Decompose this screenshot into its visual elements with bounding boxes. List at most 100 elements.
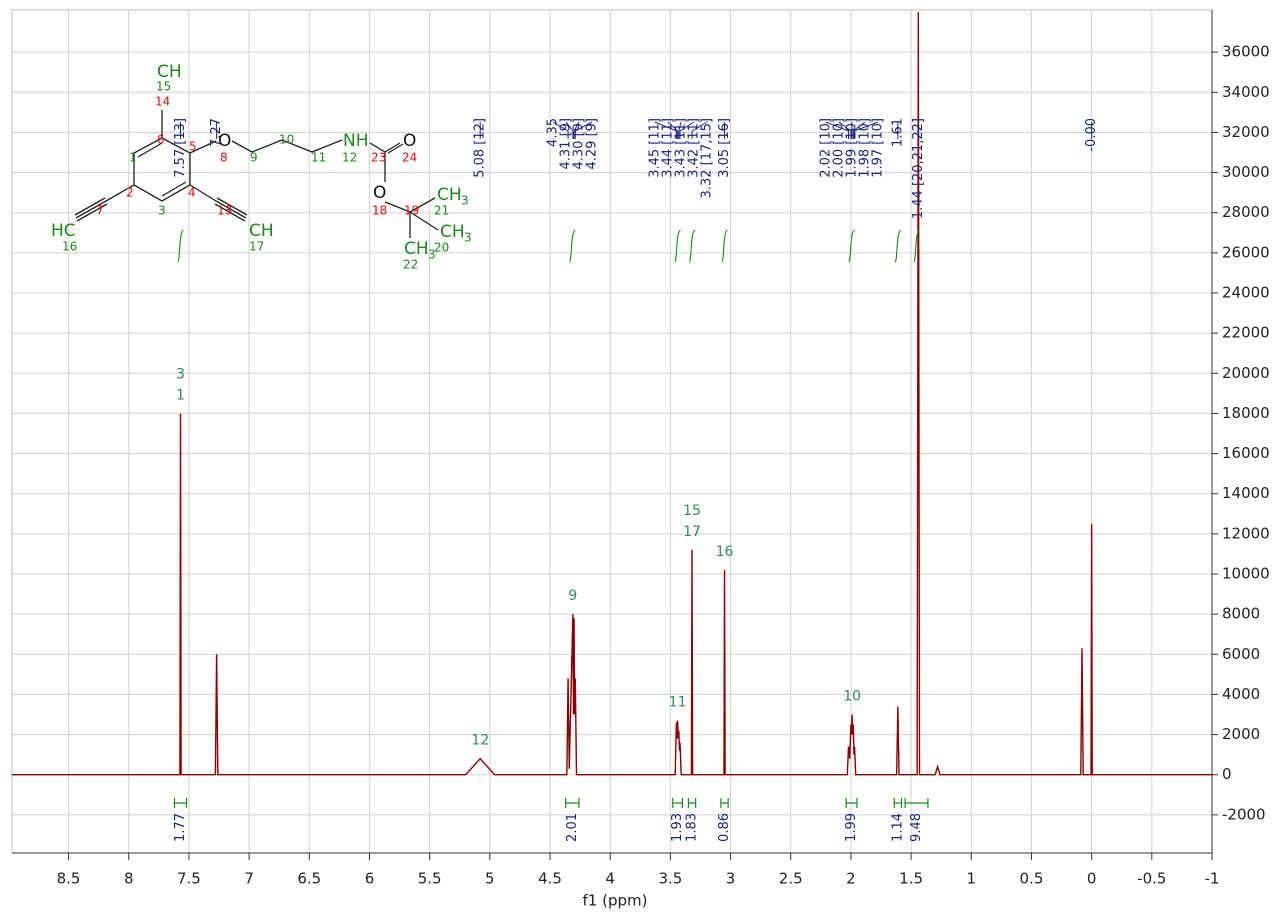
- peak-leader: [838, 121, 852, 139]
- integral-label: 1.14: [890, 813, 905, 842]
- atom-number: 7: [96, 204, 104, 218]
- y-tick-label: 6000: [1222, 645, 1260, 663]
- peak-label: 1.97 [10]: [870, 118, 885, 178]
- x-axis-label: f1 (ppm): [583, 892, 648, 910]
- integral-label: 1.99: [844, 813, 859, 842]
- x-tick-label: 4: [605, 870, 615, 888]
- peak-leader: [825, 121, 850, 139]
- peak-leader: [574, 121, 593, 139]
- peak-leader: [667, 121, 679, 139]
- peak-leader: [565, 121, 574, 139]
- peak-label: 4.35: [546, 118, 561, 147]
- x-tick-label: -1: [1205, 870, 1220, 888]
- atom-number: 22: [403, 258, 418, 272]
- y-tick-label: 16000: [1222, 444, 1270, 462]
- peak-label: 1.99 [10]: [844, 118, 859, 178]
- peak-leader: [654, 121, 677, 139]
- peak-label: 3.45 [11]: [647, 118, 662, 178]
- peak-label: 4.31 [9]: [559, 118, 574, 170]
- atom-label: O: [403, 131, 416, 151]
- peak-label: 1.98 [10]: [857, 118, 872, 178]
- peak-leader: [573, 121, 580, 139]
- peak-label: 3.44 [11]: [660, 118, 675, 178]
- x-tick-label: 6.5: [297, 870, 321, 888]
- peak-label: 2.00 [10]: [831, 118, 846, 178]
- y-tick-label: 20000: [1222, 364, 1270, 382]
- atom-number: 4: [188, 186, 196, 200]
- atom-number: 16: [62, 240, 77, 254]
- peak-label: 3.32 [17,15]: [699, 118, 714, 198]
- x-tick-label: 6: [365, 870, 375, 888]
- integral-curve: [688, 229, 696, 263]
- assignment-label: 11: [669, 695, 687, 711]
- peak-label: 4.29 [9]: [585, 118, 600, 170]
- x-tick-label: 1.5: [899, 870, 923, 888]
- peak-leader: [552, 121, 569, 139]
- atom-number: 12: [342, 151, 357, 165]
- y-tick-label: 10000: [1222, 565, 1270, 583]
- peak-label: 1.44 [20,21,22]: [911, 118, 926, 219]
- atom-subscript: 3: [461, 194, 469, 208]
- atom-number: 6: [157, 133, 165, 147]
- assignment-label: 16: [716, 544, 734, 560]
- integral-label: 9.48: [909, 813, 924, 842]
- plot-area: [12, 12, 1212, 776]
- peak-leader: [854, 121, 879, 139]
- y-tick-label: 18000: [1222, 404, 1270, 422]
- atom-number: 19: [404, 204, 419, 218]
- x-tick-label: 2.5: [779, 870, 803, 888]
- atom-label: CH: [440, 222, 465, 242]
- x-tick-label: -0.5: [1137, 870, 1166, 888]
- atom-number: 23: [371, 151, 386, 165]
- peak-label: 3.42 [11]: [686, 118, 701, 178]
- peak-label: 3.43 [11]: [673, 118, 688, 178]
- integral-bracket: [904, 798, 929, 808]
- atom-label: CH: [404, 239, 429, 259]
- atom-label: O: [218, 131, 231, 151]
- atom-label: CH: [157, 62, 182, 82]
- atom-number: 9: [250, 151, 258, 165]
- x-tick-label: 3.5: [658, 870, 682, 888]
- integral-bracket: [720, 798, 729, 808]
- assignment-label: 12: [471, 733, 489, 749]
- x-tick-label: 7.5: [177, 870, 201, 888]
- peak-label: 2.02 [10]: [818, 118, 833, 178]
- atom-label: HC: [51, 221, 76, 241]
- integral-label: 1.93: [670, 813, 685, 842]
- y-tick-label: 32000: [1222, 123, 1270, 141]
- integral-bracket: [893, 798, 903, 808]
- y-tick-label: 28000: [1222, 203, 1270, 221]
- y-tick-label: 34000: [1222, 83, 1270, 101]
- atom-number: 17: [249, 240, 264, 254]
- integral-label: 0.86: [717, 813, 732, 842]
- y-tick-label: 26000: [1222, 243, 1270, 261]
- x-tick-label: 2: [846, 870, 856, 888]
- atom-number: 5: [189, 140, 197, 154]
- assignment-label: 3: [176, 366, 185, 382]
- atom-number: 11: [311, 151, 326, 165]
- integral-curve: [912, 229, 920, 263]
- integral-bracket: [173, 798, 188, 808]
- integral-bracket: [687, 798, 697, 808]
- atom-label: CH: [437, 185, 462, 205]
- peak-leader: [678, 121, 682, 139]
- x-tick-label: 8.5: [57, 870, 81, 888]
- atom-number: 15: [156, 80, 171, 94]
- atom-number: 1: [129, 151, 137, 165]
- integral-label: 1.83: [685, 813, 700, 842]
- atom-subscript: 3: [464, 231, 472, 245]
- peak-leader: [679, 121, 695, 139]
- structure: CH 15 14 6 5 O 8 9 10 11 NH 12 O 23 24 1…: [51, 62, 472, 272]
- integral-label: 2.01: [565, 813, 580, 842]
- assignment-label: 1: [176, 387, 185, 403]
- integral-curve: [847, 229, 855, 263]
- peak-label: 5.08 [12]: [473, 118, 488, 178]
- atom-number: 2: [126, 186, 134, 200]
- y-tick-label: 12000: [1222, 524, 1270, 542]
- y-tick-label: 14000: [1222, 484, 1270, 502]
- x-tick-label: 8: [124, 870, 134, 888]
- atom-subscript: 3: [428, 248, 436, 262]
- integral-bracket: [672, 798, 684, 808]
